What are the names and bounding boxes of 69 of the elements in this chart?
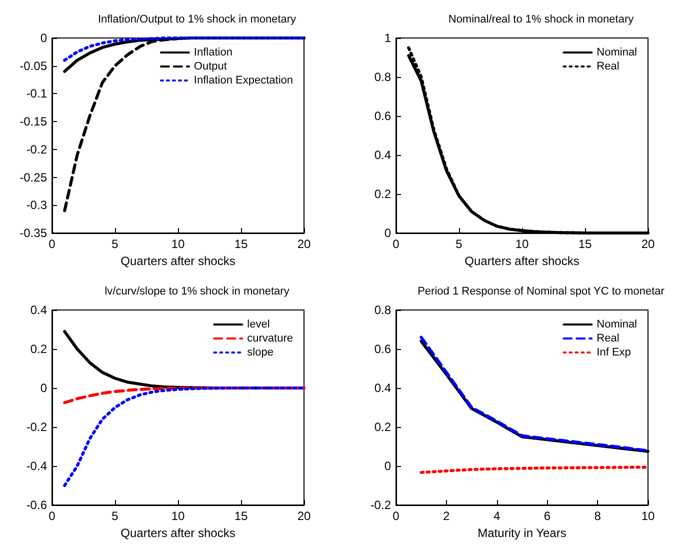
x-tick-label: 4 xyxy=(493,509,500,523)
legend-label: Inflation Expectation xyxy=(194,74,294,86)
chart-title: Period 1 Response of Nominal spot YC to monetar xyxy=(418,286,665,298)
y-tick-label: 0.6 xyxy=(374,109,392,123)
y-tick-label: -0.25 xyxy=(20,170,48,184)
legend-label: Nominal xyxy=(596,46,638,58)
y-tick-label: 0 xyxy=(40,31,48,45)
y-tick-label: -0.6 xyxy=(26,498,48,512)
y-tick-label: 0.2 xyxy=(30,342,48,356)
y-tick-label: 0.4 xyxy=(374,381,392,395)
x-tick-label: 15 xyxy=(234,509,248,523)
line-series xyxy=(63,386,306,487)
x-tick-label: 5 xyxy=(112,509,119,523)
x-tick-label: 5 xyxy=(456,237,463,251)
y-tick-label: -0.4 xyxy=(26,459,48,473)
legend-label: curvature xyxy=(247,332,294,344)
x-tick-label: 20 xyxy=(297,237,311,251)
x-tick-label: 20 xyxy=(641,237,655,251)
x-axis-title: Quarters after shocks xyxy=(120,254,236,268)
y-tick-label: 0 xyxy=(40,381,48,395)
legend-label: Inflation xyxy=(194,46,232,58)
x-tick-label: 5 xyxy=(112,237,119,251)
y-tick-label: -0.2 xyxy=(370,498,392,512)
y-tick-label: -0.05 xyxy=(20,58,48,73)
y-tick-label: 0.2 xyxy=(374,187,392,201)
y-tick-label: 0.8 xyxy=(374,70,392,84)
chart-title: Nominal/real to 1% shock in monetary xyxy=(448,14,634,26)
y-tick-label: -0.15 xyxy=(20,114,48,129)
chart-title: Inflation/Output to 1% shock in monetary xyxy=(98,14,297,26)
x-axis-title: Quarters after shocks xyxy=(464,254,580,268)
y-tick-label: -0.35 xyxy=(20,226,48,240)
x-tick-label: 10 xyxy=(641,509,655,523)
y-tick-label: -0.1 xyxy=(26,86,48,101)
legend-label: slope xyxy=(247,346,274,358)
x-tick-label: 0 xyxy=(392,237,400,251)
x-tick-label: 10 xyxy=(515,237,529,251)
x-tick-label: 0 xyxy=(392,509,400,523)
y-tick-label: 0 xyxy=(384,459,392,473)
y-tick-label: 0.6 xyxy=(374,342,392,356)
line-series xyxy=(63,386,306,404)
y-tick-label: 0.4 xyxy=(374,148,392,162)
y-tick-label: 0.8 xyxy=(374,303,392,317)
x-tick-label: 0 xyxy=(48,237,56,251)
y-tick-label: 1 xyxy=(384,31,392,45)
y-tick-label: -0.3 xyxy=(26,198,48,212)
x-axis-title: Quarters after shocks xyxy=(120,526,236,540)
legend-label: Real xyxy=(596,332,620,344)
x-tick-label: 20 xyxy=(297,509,311,523)
y-tick-label: 0 xyxy=(384,226,392,240)
y-tick-label: 0.2 xyxy=(374,420,392,434)
x-tick-label: 15 xyxy=(234,237,248,251)
legend-label: level xyxy=(247,318,270,330)
legend-label: Nominal xyxy=(596,318,638,330)
x-tick-label: 10 xyxy=(171,237,185,251)
y-tick-label: -0.2 xyxy=(26,142,48,156)
legend-label: Inf Exp xyxy=(596,346,631,358)
x-tick-label: 2 xyxy=(443,509,450,523)
line-series xyxy=(63,36,306,62)
x-tick-label: 8 xyxy=(594,509,602,523)
chart-title: lv/curv/slope to 1% shock in monetary xyxy=(104,286,290,298)
legend-label: Output xyxy=(194,60,227,72)
x-tick-label: 10 xyxy=(171,509,185,523)
y-tick-label: 0.4 xyxy=(30,303,48,317)
x-tick-label: 15 xyxy=(578,237,592,251)
x-axis-title: Maturity in Years xyxy=(478,526,566,540)
x-tick-label: 0 xyxy=(48,509,56,523)
legend-label: Real xyxy=(596,60,620,72)
x-tick-label: 6 xyxy=(544,509,551,523)
y-tick-label: -0.2 xyxy=(26,420,48,434)
